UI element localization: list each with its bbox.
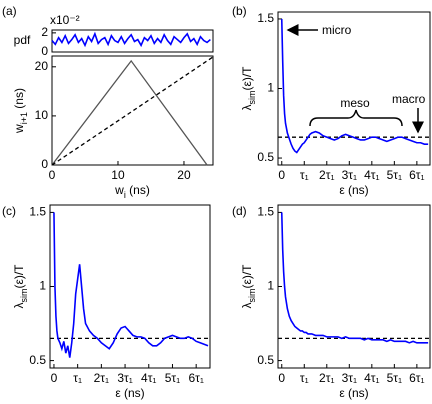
- y-tick-label: 1: [267, 279, 274, 293]
- y-tick-label: 1: [267, 81, 274, 95]
- y-axis-label-part: pdf: [14, 33, 31, 47]
- y-axis-label: λsim(ε)/T: [240, 264, 257, 309]
- y-tick-label: 0.5: [257, 353, 274, 367]
- x-tick-label: 6τ₁: [188, 371, 203, 385]
- y-tick-label: 0: [41, 157, 48, 171]
- y-tick-label: 1: [39, 279, 46, 293]
- y-axis-label: wi+1 (ns): [12, 88, 29, 134]
- plot-frame: [51, 55, 214, 166]
- x-tick-label: 2τ₁: [319, 168, 334, 182]
- y-tick-label: 0.5: [29, 353, 46, 367]
- y-tick-label: 10: [35, 108, 49, 122]
- annotation: meso: [340, 96, 370, 110]
- y-tick-label: 1.5: [29, 205, 46, 219]
- x-axis-label-part: ε (ns): [339, 386, 368, 400]
- y-axis-label-part: sim: [247, 91, 257, 105]
- x-tick-label: 0: [278, 168, 285, 182]
- x-axis-label-part: ε (ns): [339, 183, 368, 197]
- plot-frame: [277, 11, 431, 166]
- y-axis-label-part: sim: [19, 289, 29, 303]
- data-line: [280, 212, 429, 344]
- panel-label: (b): [232, 4, 247, 18]
- data-line: [51, 59, 208, 166]
- y-axis-label-part: (ε)/T: [12, 264, 26, 289]
- x-axis-label-part: ε (ns): [115, 386, 144, 400]
- y-tick-label: 2: [41, 25, 48, 39]
- x-tick-label: 2τ₁: [94, 371, 109, 385]
- x-axis-label-part: (ns): [126, 183, 150, 197]
- y-axis-label-part: (ε)/T: [240, 264, 254, 289]
- y-tick-label: 0.5: [257, 150, 274, 164]
- data-line: [51, 56, 214, 166]
- data-line: [53, 212, 209, 358]
- x-tick-label: 6τ₁: [409, 371, 424, 385]
- meso-brace: [309, 109, 403, 127]
- y-tick-label: 0: [41, 44, 48, 58]
- x-axis-label: ε (ns): [339, 386, 368, 400]
- data-line: [51, 31, 211, 48]
- x-tick-label: 2τ₁: [319, 371, 334, 385]
- x-tick-label: τ₁: [300, 168, 309, 182]
- y-axis-label: λsim(ε)/T: [240, 66, 257, 111]
- x-tick-label: 6τ₁: [409, 168, 424, 182]
- x-tick-label: 5τ₁: [165, 371, 180, 385]
- x-tick-label: 5τ₁: [387, 168, 402, 182]
- x-tick-label: 5τ₁: [387, 371, 402, 385]
- plot-frame: [277, 204, 431, 369]
- annotation: macro: [392, 92, 426, 106]
- x-axis-label: ε (ns): [339, 183, 368, 197]
- y-tick-label: 20: [35, 59, 49, 73]
- x-axis-label: ε (ns): [115, 386, 144, 400]
- x-tick-label: 0: [51, 371, 58, 385]
- y-multiplier: x10⁻²: [50, 13, 80, 27]
- x-tick-label: 3τ₁: [342, 371, 357, 385]
- x-tick-label: 3τ₁: [117, 371, 132, 385]
- panel-label: (d): [232, 204, 247, 218]
- y-tick-label: 1.5: [257, 205, 274, 219]
- x-tick-label: 10: [111, 168, 125, 182]
- y-axis-label: λsim(ε)/T: [12, 264, 29, 309]
- y-axis-label-part: (ns): [12, 88, 26, 112]
- x-tick-label: τ₁: [73, 371, 82, 385]
- y-axis-label-part: λ: [12, 303, 26, 309]
- panel-label: (a): [2, 4, 17, 18]
- x-tick-label: 4τ₁: [364, 168, 379, 182]
- x-axis-label: wi (ns): [114, 183, 150, 200]
- x-axis-label-part: i: [124, 190, 126, 200]
- y-tick-label: 1.5: [257, 11, 274, 25]
- plot-frame: [51, 29, 214, 53]
- y-axis-label-part: (ε)/T: [240, 66, 254, 91]
- y-axis-label: pdf: [14, 33, 31, 47]
- plot-frame: [49, 204, 211, 369]
- x-tick-label: 3τ₁: [342, 168, 357, 182]
- y-axis-label-part: sim: [247, 289, 257, 303]
- y-axis-label-part: i+1: [19, 112, 29, 124]
- x-tick-label: τ₁: [300, 371, 309, 385]
- x-tick-label: 0: [49, 168, 56, 182]
- annotation: micro: [322, 23, 352, 37]
- x-axis-label-part: w: [114, 183, 124, 197]
- x-tick-label: 0: [278, 371, 285, 385]
- y-axis-label-part: λ: [240, 303, 254, 309]
- x-tick-label: 4τ₁: [141, 371, 156, 385]
- y-axis-label-part: λ: [240, 105, 254, 111]
- x-tick-label: 20: [177, 168, 191, 182]
- data-line: [280, 18, 429, 154]
- panel-label: (c): [2, 204, 16, 218]
- y-axis-label-part: w: [12, 124, 26, 134]
- x-tick-label: 4τ₁: [364, 371, 379, 385]
